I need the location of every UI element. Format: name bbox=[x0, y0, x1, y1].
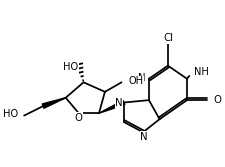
Text: O: O bbox=[214, 95, 222, 105]
Text: N: N bbox=[115, 98, 123, 108]
Text: HO: HO bbox=[63, 62, 78, 72]
Text: Cl: Cl bbox=[164, 33, 174, 43]
Text: N: N bbox=[138, 72, 145, 82]
Polygon shape bbox=[42, 98, 66, 108]
Text: HO: HO bbox=[3, 109, 18, 119]
Text: O: O bbox=[74, 113, 82, 123]
Polygon shape bbox=[99, 100, 125, 113]
Text: NH: NH bbox=[194, 67, 209, 77]
Text: N: N bbox=[140, 132, 148, 142]
Text: OH: OH bbox=[128, 76, 143, 86]
